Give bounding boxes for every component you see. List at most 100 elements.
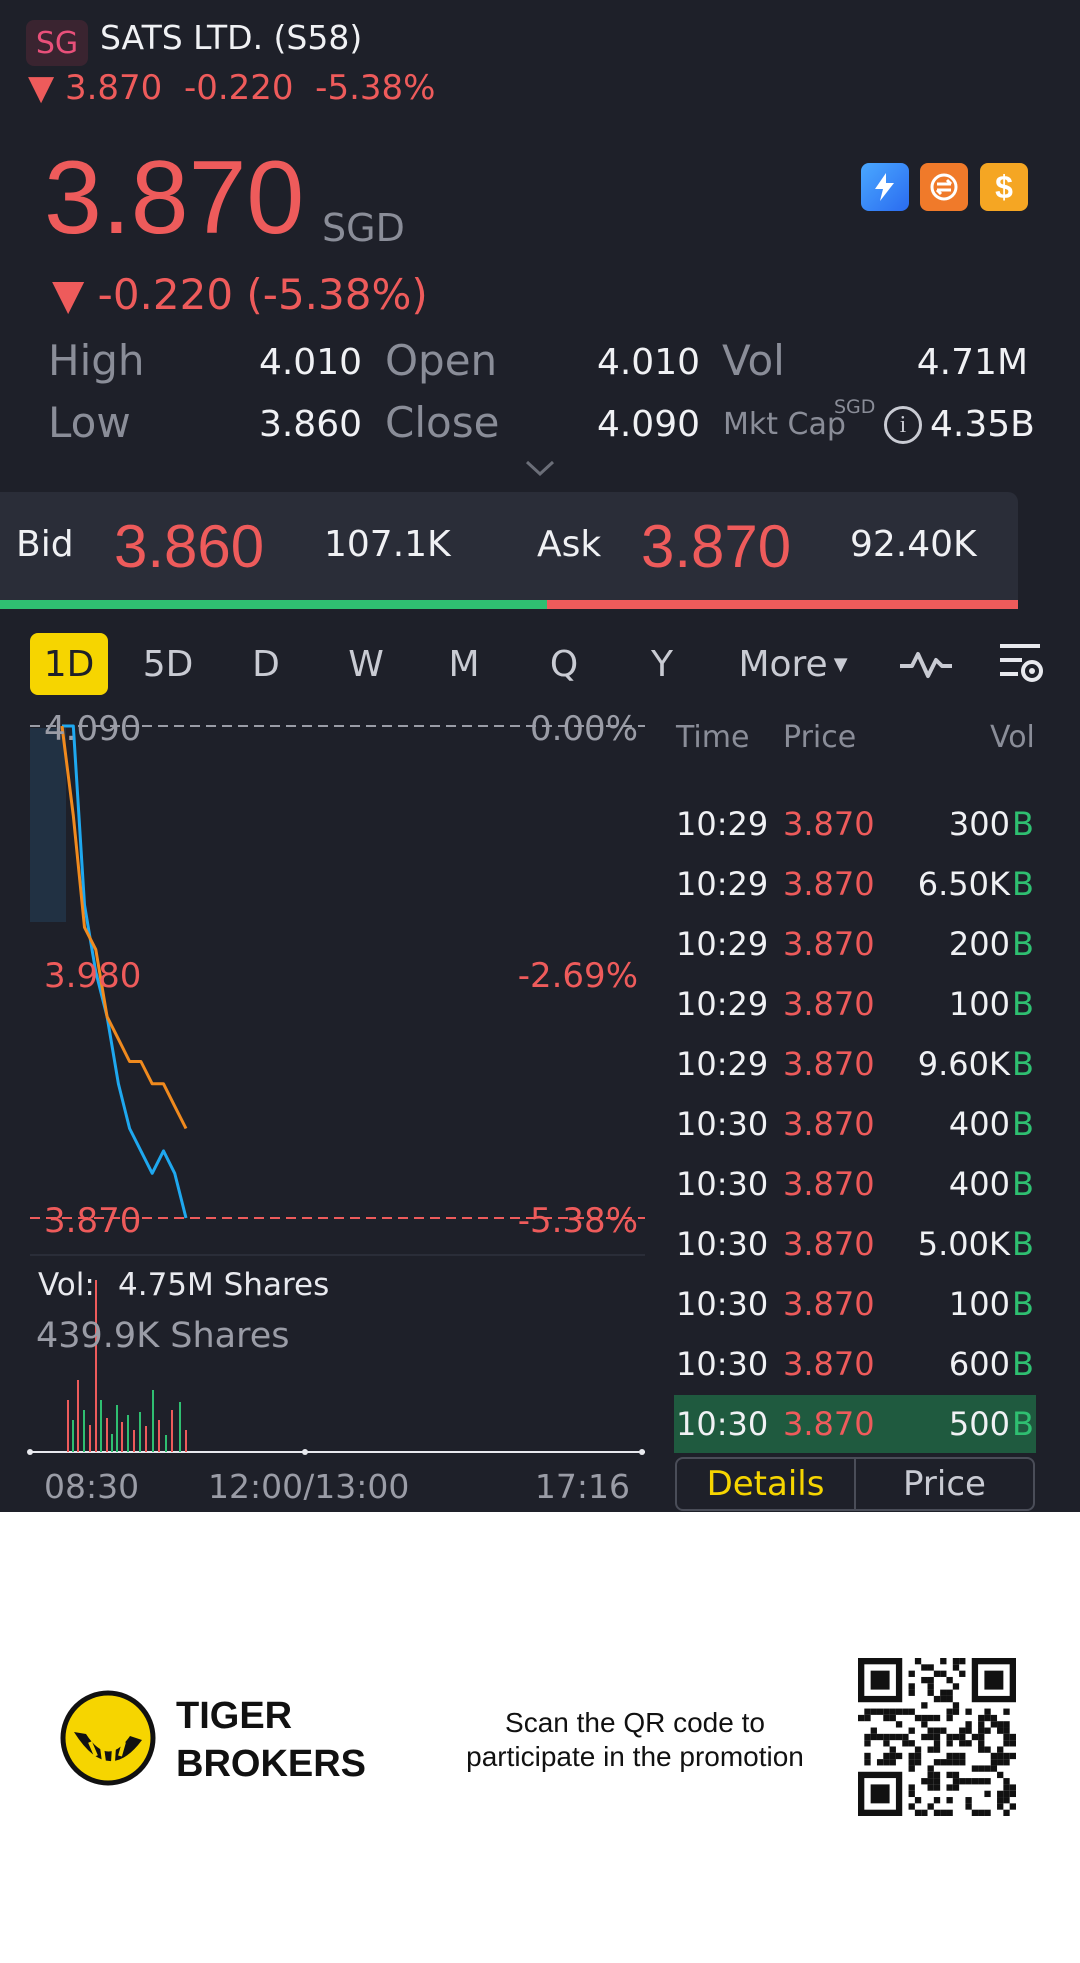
time-mid: 12:00/13:00 xyxy=(208,1467,409,1500)
time-axis-dot xyxy=(27,1449,33,1455)
tick-price: 3.870 xyxy=(783,1165,875,1203)
tick-side: B xyxy=(1012,1345,1034,1383)
tick-time: 10:29 xyxy=(676,865,769,903)
down-triangle-icon: ▼ xyxy=(52,270,85,319)
mktcap-unit: SGD xyxy=(834,396,876,418)
tick-price: 3.870 xyxy=(783,865,875,903)
intraday-chart[interactable]: 4.090 0.00% 3.980 -2.69% 3.870 -5.38% Vo… xyxy=(0,700,660,1500)
brand-line-1: TIGER xyxy=(176,1695,293,1737)
tab-more[interactable]: More ▼ xyxy=(728,633,858,695)
tick-side: B xyxy=(1012,1225,1034,1263)
tick-price: 3.870 xyxy=(783,1225,875,1263)
promo-line-1: Scan the QR code to xyxy=(505,1707,765,1738)
tick-volume: 100 xyxy=(948,985,1010,1023)
chart-mid-pct: -2.69% xyxy=(518,956,638,996)
ask-volume: 92.40K xyxy=(850,524,977,565)
tick-row: 10:29 3.870 200 B xyxy=(674,915,1036,973)
tick-volume: 400 xyxy=(948,1105,1010,1143)
qr-code[interactable] xyxy=(858,1658,1016,1816)
tick-time: 10:30 xyxy=(676,1405,769,1443)
chart-bottom-pct: -5.38% xyxy=(518,1201,638,1241)
tab-d[interactable]: D xyxy=(252,643,280,685)
down-triangle-icon: ▼ xyxy=(28,68,55,108)
average-price-line xyxy=(60,725,188,1130)
volume-label: Vol: xyxy=(38,1267,95,1303)
indicator-icon[interactable] xyxy=(898,644,954,688)
tick-price: 3.870 xyxy=(783,1105,875,1143)
chevron-down-icon[interactable] xyxy=(524,458,556,482)
app-background xyxy=(0,0,1080,1512)
tick-volume: 9.60K xyxy=(917,1045,1010,1083)
tick-mode-toggle: Details Price xyxy=(675,1457,1035,1511)
chart-bottom-price: 3.870 xyxy=(44,1201,141,1241)
tick-row: 10:29 3.870 6.50K B xyxy=(674,855,1036,913)
bid-label: Bid xyxy=(16,524,74,565)
tick-side: B xyxy=(1012,985,1034,1023)
time-axis-dot xyxy=(639,1449,645,1455)
price-button[interactable]: Price xyxy=(903,1464,986,1504)
vol-value: 4.71M xyxy=(916,342,1028,383)
tick-side: B xyxy=(1012,1045,1034,1083)
tick-time: 10:30 xyxy=(676,1345,769,1383)
bid-ask-panel: Bid 3.860 107.1K Ask 3.870 92.40K xyxy=(0,492,1018,604)
price-line xyxy=(62,724,188,1219)
tick-side: B xyxy=(1012,1405,1034,1443)
header-price: 3.870 xyxy=(64,68,163,108)
market-badge: SG xyxy=(26,20,88,66)
tick-volume: 5.00K xyxy=(917,1225,1010,1263)
tick-row: 10:30 3.870 400 B xyxy=(674,1155,1036,1213)
bid-volume: 107.1K xyxy=(324,524,451,565)
time-axis-dot xyxy=(302,1449,308,1455)
header-change-pct: -5.38% xyxy=(315,68,436,108)
tiger-logo-icon xyxy=(60,1690,156,1786)
tab-1d[interactable]: 1D xyxy=(30,633,108,695)
ask-label: Ask xyxy=(537,524,602,565)
tick-price: 3.870 xyxy=(783,1345,875,1383)
tab-y[interactable]: Y xyxy=(651,643,673,685)
chart-settings-icon[interactable] xyxy=(996,640,1046,692)
open-label: Open xyxy=(385,336,498,385)
caret-down-icon: ▼ xyxy=(833,653,848,675)
tab-q[interactable]: Q xyxy=(549,643,579,685)
tick-time: 10:30 xyxy=(676,1165,769,1203)
volume-value: 4.75M Shares xyxy=(118,1267,329,1303)
last-price: 3.870 xyxy=(44,140,305,256)
tick-time: 10:30 xyxy=(676,1225,769,1263)
tick-volume: 200 xyxy=(948,925,1010,963)
chart-top-price: 4.090 xyxy=(44,709,141,749)
swap-icon[interactable] xyxy=(920,163,968,211)
stock-title: SATS LTD. (S58) xyxy=(100,18,363,57)
tab-w[interactable]: W xyxy=(348,643,384,685)
ask-strength-bar xyxy=(547,600,1018,609)
tick-time: 10:29 xyxy=(676,925,769,963)
header-quote-line: ▼ 3.870 -0.220 -5.38% xyxy=(28,68,435,108)
tab-5d[interactable]: 5D xyxy=(142,643,194,685)
high-value: 4.010 xyxy=(258,342,362,383)
currency-label: SGD xyxy=(322,206,405,250)
tick-row: 10:29 3.870 9.60K B xyxy=(674,1035,1036,1093)
dollar-icon[interactable]: $ xyxy=(980,163,1028,211)
volume-sub: 439.9K Shares xyxy=(36,1316,290,1356)
tick-side: B xyxy=(1012,1165,1034,1203)
open-value: 4.010 xyxy=(596,342,700,383)
promo-text: Scan the QR code to participate in the p… xyxy=(430,1706,840,1774)
tick-side: B xyxy=(1012,1105,1034,1143)
price-change-text: -0.220 (-5.38%) xyxy=(97,270,428,319)
tab-m[interactable]: M xyxy=(448,643,480,685)
tick-side: B xyxy=(1012,1285,1034,1323)
header-change: -0.220 xyxy=(183,68,294,108)
details-button[interactable]: Details xyxy=(677,1459,856,1509)
high-label: High xyxy=(48,336,145,385)
tick-price: 3.870 xyxy=(783,1285,875,1323)
tick-time: 10:30 xyxy=(676,1105,769,1143)
tick-side: B xyxy=(1012,925,1034,963)
mktcap-label: Mkt Cap xyxy=(723,407,846,442)
tick-time: 10:29 xyxy=(676,985,769,1023)
lightning-icon[interactable] xyxy=(861,163,909,211)
tick-volume: 100 xyxy=(948,1285,1010,1323)
low-value: 3.860 xyxy=(258,404,362,445)
time-end: 17:16 xyxy=(535,1467,630,1500)
tick-price: 3.870 xyxy=(783,1405,875,1443)
tick-price: 3.870 xyxy=(783,985,875,1023)
info-icon[interactable]: i xyxy=(884,406,922,444)
